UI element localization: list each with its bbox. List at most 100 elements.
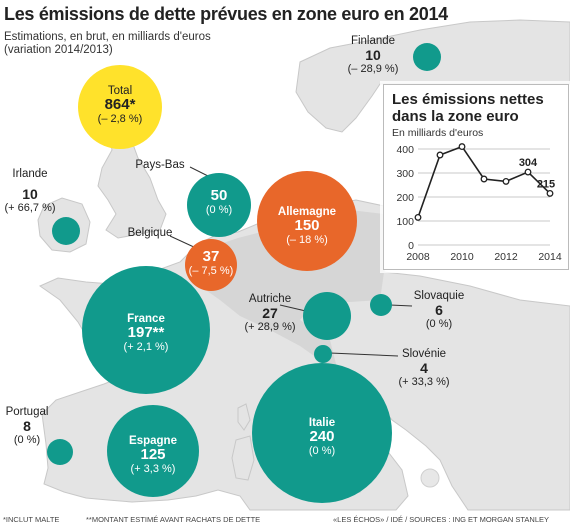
slovaquie-variation: (0 %) [425, 318, 453, 330]
allemagne-variation: (– 18 %) [286, 234, 328, 246]
inset-title-line-1: Les émissions nettes [392, 91, 544, 108]
bubble-allemagne [257, 171, 357, 271]
portugal-variation: (0 %) [13, 434, 41, 446]
slovenie-name: Slovénie [401, 348, 447, 360]
data-point-2012 [502, 177, 510, 185]
france-value: 197** [127, 324, 165, 341]
label-finlande: Finlande 10 (– 28,9 %) [338, 34, 408, 76]
subtitle-line-2: (variation 2014/2013) [4, 44, 113, 56]
label-slovenie: Slovénie 4 (+ 33,3 %) [386, 347, 462, 389]
label-pays-bas-values: 50 (0 %) [189, 187, 249, 217]
pays-bas-variation: (0 %) [205, 204, 233, 216]
bubble-slovenie [314, 345, 332, 363]
leader-belgique [169, 235, 197, 249]
finlande-name: Finlande [350, 35, 396, 47]
italie-value: 240 [309, 428, 335, 445]
label-belgique-name: Belgique [120, 226, 180, 240]
label-irlande: Irlande 10 (+ 66,7 %) [0, 167, 60, 215]
portugal-name: Portugal [5, 406, 49, 418]
autriche-value: 27 [262, 305, 278, 321]
finlande-variation: (– 28,9 %) [347, 63, 399, 75]
total-variation: (– 2,8 %) [97, 113, 143, 125]
belgique-value: 37 [202, 248, 220, 265]
label-slovaquie: Slovaquie 6 (0 %) [404, 289, 474, 331]
allemagne-value: 150 [294, 217, 320, 234]
data-point-2011 [480, 175, 488, 183]
label-espagne: Espagne 125 (+ 3,3 %) [113, 434, 193, 476]
y-tick-label-200: 200 [396, 192, 414, 204]
data-point-2009 [436, 151, 444, 159]
pays-bas-value: 50 [210, 187, 228, 204]
leader-slovaquie [389, 304, 413, 307]
slovaquie-name: Slovaquie [413, 290, 465, 302]
leader-slovenie [329, 352, 399, 357]
autriche-name: Autriche [248, 293, 292, 305]
slovenie-value: 4 [420, 360, 428, 376]
label-belgique-values: 37 (– 7,5 %) [186, 248, 236, 278]
page-title: Les émissions de dette prévues en zone e… [4, 4, 448, 24]
y-tick-label-400: 400 [396, 144, 414, 156]
france-variation: (+ 2,1 %) [123, 341, 169, 353]
page-subtitle: Estimations, en brut, en milliards d'eur… [4, 31, 211, 57]
data-point-2010 [458, 143, 466, 151]
total-value: 864* [104, 96, 136, 113]
slovaquie-value: 6 [435, 302, 443, 318]
footnote-malte: *INCLUT MALTE [3, 515, 60, 524]
inset-subtitle: En milliards d'euros [392, 127, 484, 139]
x-tick-label-2014: 2014 [538, 251, 562, 263]
label-portugal: Portugal 8 (0 %) [0, 405, 54, 447]
pays-bas-name: Pays-Bas [135, 159, 185, 171]
sardinia-shape [231, 435, 255, 481]
italie-variation: (0 %) [308, 445, 336, 457]
net-issuance-line-chart: 0 100 200 300 400 2008 2010 2012 2014 304 215 [396, 143, 562, 263]
source-credit: «LES ÉCHOS» / IDÉ / SOURCES : ING ET MOR… [333, 515, 550, 524]
italie-name: Italie [308, 417, 336, 429]
data-point-2008 [414, 213, 422, 221]
bubble-grece [420, 468, 440, 488]
bubble-total [78, 65, 162, 149]
bubble-espagne [107, 405, 199, 497]
autriche-variation: (+ 28,9 %) [244, 321, 296, 333]
portugal-value: 8 [23, 418, 31, 434]
data-label-2013: 304 [519, 157, 538, 169]
label-allemagne: Allemagne 150 (– 18 %) [257, 205, 357, 247]
label-france: France 197** (+ 2,1 %) [101, 312, 191, 354]
label-total: Total 864* (– 2,8 %) [80, 84, 160, 126]
irlande-variation: (+ 66,7 %) [4, 202, 56, 214]
footer: *INCLUT MALTE **MONTANT ESTIMÉ AVANT RAC… [0, 510, 570, 526]
label-italie: Italie 240 (0 %) [282, 416, 362, 458]
bubble-slovaquie [370, 294, 392, 316]
bubble-italie [252, 363, 392, 503]
y-tick-label-0: 0 [408, 240, 414, 252]
inset-title: Les émissions nettes dans la zone euro [392, 91, 544, 125]
subtitle-line-1: Estimations, en brut, en milliards d'eur… [4, 31, 211, 43]
x-tick-label-2008: 2008 [406, 251, 430, 263]
france-name: France [127, 313, 165, 325]
bubble-france [82, 266, 210, 394]
irlande-name: Irlande [12, 168, 48, 180]
irlande-value: 10 [22, 186, 38, 202]
espagne-name: Espagne [129, 435, 177, 447]
y-tick-label-100: 100 [396, 216, 414, 228]
total-name: Total [107, 85, 133, 97]
corsica-shape [237, 403, 251, 431]
data-label-2014: 215 [537, 178, 555, 190]
bubble-finlande [413, 43, 441, 71]
bubble-belgique [185, 239, 237, 291]
belgique-variation: (– 7,5 %) [188, 265, 234, 277]
bubble-irlande [52, 217, 80, 245]
label-autriche: Autriche 27 (+ 28,9 %) [232, 292, 308, 334]
bubble-pays-bas [187, 173, 251, 237]
data-point-2014 [546, 189, 554, 197]
footnote-rachats: **MONTANT ESTIMÉ AVANT RACHATS DE DETTE [86, 515, 261, 524]
bubble-portugal [47, 439, 73, 465]
allemagne-name: Allemagne [277, 206, 337, 218]
inset-title-line-2: dans la zone euro [392, 108, 519, 125]
x-tick-label-2012: 2012 [494, 251, 518, 263]
inset-panel: Les émissions nettes dans la zone euro E… [383, 84, 569, 270]
belgique-name: Belgique [127, 227, 173, 239]
espagne-variation: (+ 3,3 %) [130, 463, 176, 475]
bubble-autriche [303, 292, 351, 340]
